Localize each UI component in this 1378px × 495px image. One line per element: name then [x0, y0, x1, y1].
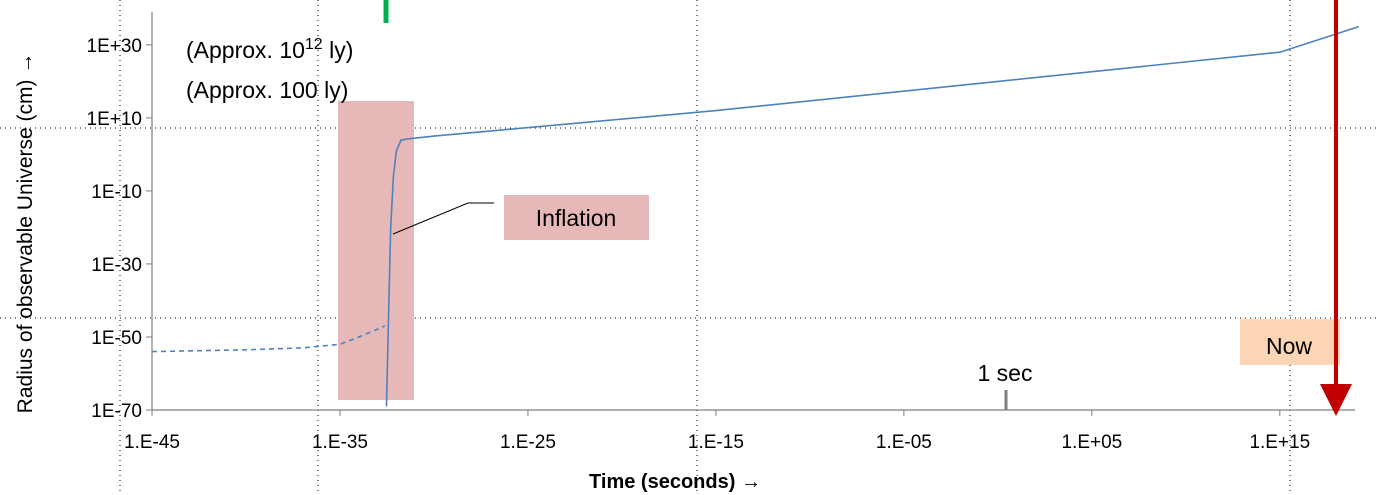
inflation-label-box [504, 195, 649, 240]
x-axis-ticks: 1.E-45 1.E-35 1.E-25 1.E-15 1.E-05 1.E+05 1.E+… [124, 410, 1310, 453]
y-axis-ticks: 1E-70 1E-50 1E-30 1E-10 1E+10 1E+30 [87, 36, 152, 422]
now-label: Now [1266, 333, 1312, 359]
one-sec-label: 1 sec [978, 360, 1033, 386]
x-tick-label: 1.E-25 [500, 432, 556, 453]
inflation-label: Inflation [536, 205, 617, 231]
y-tick-label: 1E+30 [87, 36, 142, 57]
y-axis-title: Radius of observable Universe (cm) → [14, 53, 37, 414]
x-axis-title: Time (seconds) → [589, 471, 761, 493]
series-group [151, 25, 1360, 407]
approx-1e12-ly-label: (Approx. 1012 ly) [186, 36, 353, 63]
x-tick-label: 1.E-45 [124, 432, 180, 453]
approx-100-ly-label: (Approx. 100 ly) [186, 77, 348, 103]
y-tick-label: 1E-30 [91, 255, 142, 276]
x-tick-label: 1.E-15 [688, 432, 744, 453]
series-line-2 [385, 25, 1360, 407]
inflation-band [338, 101, 414, 400]
x-tick-label: 1.E+05 [1061, 432, 1122, 453]
x-tick-label: 1.E+15 [1249, 432, 1310, 453]
y-tick-label: 1E-10 [91, 182, 142, 203]
now-label-box [1240, 319, 1340, 365]
inflation-leader-line [392, 202, 494, 235]
y-tick-label: 1E+10 [87, 109, 142, 130]
x-tick-label: 1.E-05 [876, 432, 932, 453]
y-tick-label: 1E-70 [91, 401, 142, 422]
y-tick-label: 1E-50 [91, 328, 142, 349]
x-tick-label: 1.E-35 [312, 432, 368, 453]
